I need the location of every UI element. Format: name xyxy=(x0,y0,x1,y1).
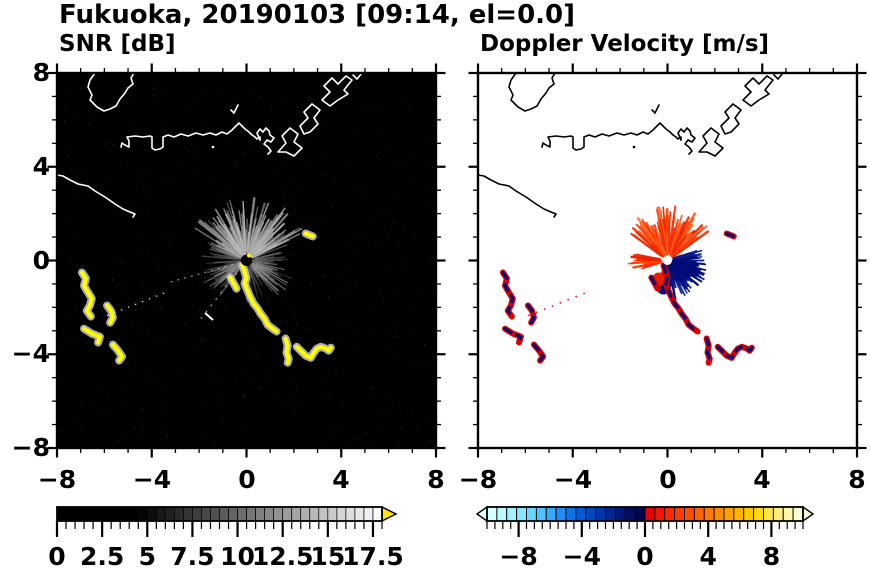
echo-chain-head-overlay xyxy=(662,263,700,333)
colorbar-tick-label: 4 xyxy=(699,542,716,570)
toward-core-blob xyxy=(664,258,695,281)
echo-branch xyxy=(228,275,239,291)
colorbar-ticks xyxy=(486,521,804,537)
y-tick-label-snr: −8 xyxy=(11,433,50,462)
colorbar-ticks xyxy=(55,521,383,537)
x-tick-label-vel: 8 xyxy=(848,465,866,494)
echo-west-lower-a xyxy=(82,326,102,345)
colorbar-tick-label: 10 xyxy=(220,542,255,570)
colorbar-tick-label: 7.5 xyxy=(170,542,214,570)
colorbar-tick-label: 15 xyxy=(310,542,345,570)
x-tick-label-vel: 4 xyxy=(753,465,771,494)
x-tick-label-snr: −8 xyxy=(37,465,77,494)
away-fan-north xyxy=(630,205,710,259)
radar-center-dot xyxy=(247,253,251,258)
echo-west-s-overlay xyxy=(501,271,515,318)
echo-navy-overlay xyxy=(501,232,754,365)
over-range-arrow xyxy=(381,505,398,523)
colorbar-tick-label: −4 xyxy=(563,542,601,570)
echo-branch-overlay xyxy=(649,276,660,291)
echo-dotted-trail xyxy=(106,292,166,317)
snr-ppi-plot xyxy=(47,63,446,458)
x-tick-label-vel: 0 xyxy=(659,465,677,494)
colorbar-tick-label: 5 xyxy=(139,542,156,570)
y-tick-label-snr: 8 xyxy=(32,58,50,87)
clutter-fan-sw xyxy=(203,261,243,294)
away-fan-west xyxy=(627,253,663,270)
radar-center-hole xyxy=(663,256,672,265)
colorbar-tick-label: 0 xyxy=(48,542,65,570)
echo-west-lower-b-overlay xyxy=(532,343,545,363)
echo-cores xyxy=(79,231,333,365)
radar-center-disk xyxy=(241,255,252,266)
dotted-ray-sw xyxy=(198,260,247,322)
clutter-fan-se xyxy=(250,262,293,296)
echo-dotted-trail xyxy=(527,291,587,317)
echo-west-s xyxy=(79,270,94,319)
velocity-panel-title: Doppler Velocity [m/s] xyxy=(480,31,770,57)
echo-vertical xyxy=(283,336,291,365)
echo-west-hook-overlay xyxy=(526,304,536,325)
echo-west-lower-a-overlay xyxy=(503,327,523,344)
colorbar-tick-label: −8 xyxy=(499,542,537,570)
y-tick-label-snr: 0 xyxy=(32,246,50,275)
y-tick-label-snr: 4 xyxy=(32,152,50,181)
over-range-arrow xyxy=(802,505,815,523)
echo-v-cluster-overlay xyxy=(716,345,754,360)
colorbar-tick-label: 8 xyxy=(763,542,780,570)
coastline-velocity xyxy=(477,72,784,218)
colorbar-tick-label: 2.5 xyxy=(80,542,124,570)
echo-west-hook xyxy=(105,303,115,325)
echo-v-cluster xyxy=(294,344,333,360)
colorbar-tick-label: 12.5 xyxy=(252,542,314,570)
echo-vertical-overlay xyxy=(705,337,712,365)
x-tick-label-vel: −4 xyxy=(553,465,593,494)
under-range-arrow xyxy=(475,505,488,523)
x-tick-label-snr: 4 xyxy=(332,465,350,494)
coastline-snr xyxy=(56,72,363,218)
clutter-fan-north xyxy=(194,196,303,259)
snr-panel-title: SNR [dB] xyxy=(59,31,176,57)
x-tick-label-vel: −8 xyxy=(458,465,498,494)
x-tick-label-snr: 8 xyxy=(427,465,445,494)
x-tick-label-snr: 0 xyxy=(238,465,256,494)
colorbar-tick-label: 0 xyxy=(636,542,653,570)
echo-chain-head xyxy=(240,263,279,334)
figure-title: Fukuoka, 20190103 [09:14, el=0.0] xyxy=(59,0,576,30)
y-tick-label-snr: −4 xyxy=(11,339,50,368)
echo-west-lower-b xyxy=(110,342,125,363)
bright-dash-sw xyxy=(204,312,214,321)
velocity-colorbar: −8 −4 0 4 8 xyxy=(475,505,815,570)
echo-spot-ne xyxy=(303,231,315,239)
colorbar-tick-label: 17.5 xyxy=(342,542,404,570)
x-tick-label-snr: −4 xyxy=(132,465,172,494)
echo-spot-ne-overlay xyxy=(725,232,736,238)
velocity-ppi-plot xyxy=(468,63,867,458)
